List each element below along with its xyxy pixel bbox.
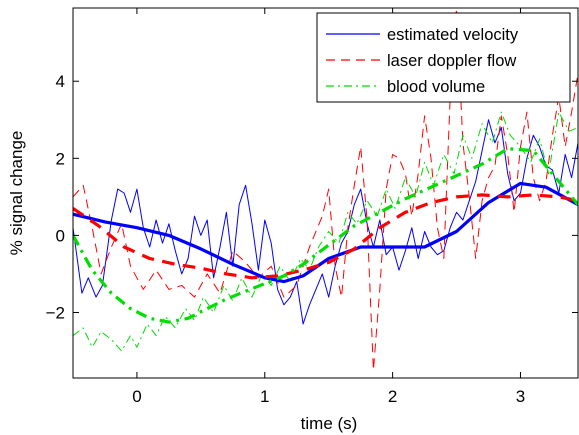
series-line-blood-volume-smooth <box>73 147 578 324</box>
y-axis-title: % signal change <box>7 131 26 256</box>
x-tick-label: 1 <box>260 387 269 406</box>
y-tick-label: 2 <box>56 149 65 168</box>
series-line-laser-doppler-flow-raw <box>73 8 578 371</box>
series-layer <box>73 8 578 371</box>
legend-label-blood-volume: blood volume <box>387 78 485 96</box>
series-line-estimated-velocity-raw <box>73 119 578 325</box>
legend-box <box>316 12 571 103</box>
y-tick-label: 0 <box>56 226 65 245</box>
plot-frame <box>72 7 579 379</box>
y-tick-label: −2 <box>46 303 65 322</box>
legend-label-laser-doppler-flow: laser doppler flow <box>387 52 516 70</box>
series-line-laser-doppler-flow-smooth <box>73 193 578 280</box>
legend: estimated velocity laser doppler flow bl… <box>316 12 571 103</box>
x-tick-label: 2 <box>388 387 397 406</box>
y-tick-label: 4 <box>56 72 65 91</box>
legend-label-estimated-velocity: estimated velocity <box>387 26 519 44</box>
axis-layer: 0 1 2 3 −2 0 2 4 <box>46 8 578 406</box>
series-line-blood-volume-raw <box>73 111 578 352</box>
x-axis-title: time (s) <box>301 414 358 433</box>
x-tick-label: 3 <box>516 387 525 406</box>
x-tick-label: 0 <box>132 387 141 406</box>
